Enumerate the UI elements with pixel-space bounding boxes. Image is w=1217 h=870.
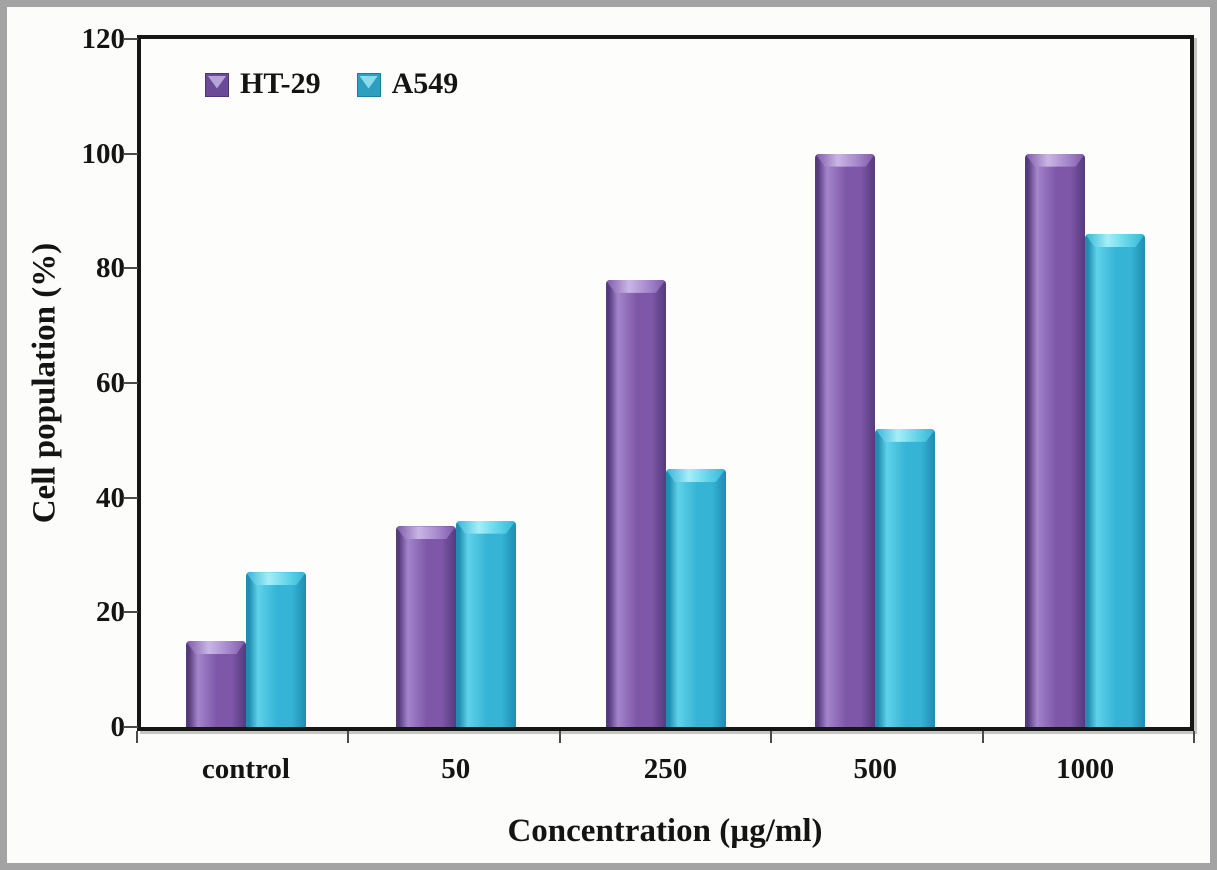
legend-swatch-a549-icon	[356, 73, 381, 97]
y-tick-label-80: 80	[96, 252, 125, 285]
legend-swatch-ht-29-icon	[205, 73, 229, 97]
bar-a549-control	[245, 572, 306, 727]
y-tick-label-120: 120	[81, 23, 126, 55]
x-axis-title: Concentration (µg/ml)	[507, 813, 823, 849]
x-tick-mark	[136, 731, 138, 743]
legend: HT-29 A549	[205, 69, 458, 99]
y-tick-mark	[123, 267, 138, 270]
x-tick-label-500: 500	[853, 753, 898, 785]
y-tick-mark	[123, 382, 138, 384]
x-tick-mark	[770, 731, 773, 743]
y-tick-mark	[123, 726, 138, 728]
x-tick-label-1000: 1000	[1056, 753, 1115, 785]
legend-label-ht-29: HT-29	[240, 67, 321, 100]
bar-ht-29-1000	[1025, 153, 1086, 727]
bar-ht-29-500	[815, 153, 876, 727]
bar-ht-29-50	[395, 526, 456, 727]
bar-a549-500	[875, 428, 936, 727]
legend-item-ht-29: HT-29	[205, 69, 321, 99]
y-tick-label-100: 100	[81, 137, 126, 170]
bar-ht-29-control	[185, 641, 246, 727]
y-tick-mark	[123, 611, 138, 614]
bar-a549-250	[665, 469, 726, 727]
y-tick-mark	[123, 496, 138, 499]
x-tick-mark	[347, 731, 350, 743]
y-tick-mark	[123, 38, 138, 40]
plot-area	[137, 35, 1194, 731]
x-tick-label-50: 50	[441, 753, 471, 785]
bar-a549-50	[455, 520, 516, 727]
legend-label-a549: A549	[391, 67, 459, 100]
legend-item-a549: A549	[356, 67, 459, 100]
bar-a549-1000	[1085, 233, 1146, 727]
x-tick-mark	[558, 731, 561, 743]
y-tick-mark	[123, 152, 138, 155]
x-tick-mark	[981, 731, 984, 743]
x-tick-label-control: control	[201, 753, 290, 785]
x-tick-label-250: 250	[643, 753, 688, 785]
y-tick-label-40: 40	[96, 481, 125, 514]
y-tick-label-60: 60	[96, 367, 125, 399]
y-tick-label-0: 0	[110, 711, 126, 743]
bar-ht-29-250	[605, 279, 666, 727]
x-tick-mark	[1193, 731, 1195, 743]
y-tick-label-20: 20	[96, 596, 125, 629]
